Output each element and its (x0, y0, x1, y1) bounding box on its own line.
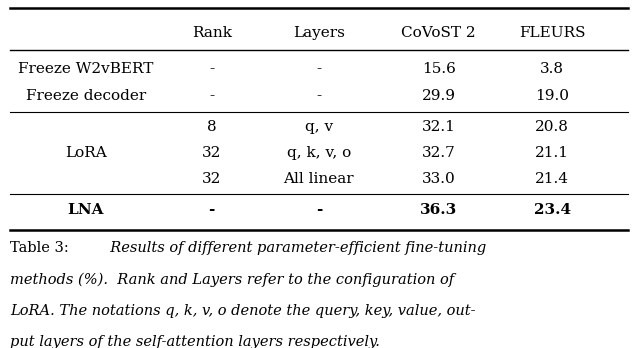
Text: FLEURS: FLEURS (519, 25, 585, 40)
Text: -: - (316, 62, 321, 76)
Text: -: - (209, 62, 214, 76)
Text: Layers: Layers (293, 25, 345, 40)
Text: Rank: Rank (191, 25, 232, 40)
Text: 21.1: 21.1 (535, 146, 569, 160)
Text: 29.9: 29.9 (422, 89, 456, 103)
Text: -: - (316, 203, 322, 217)
Text: 32.7: 32.7 (422, 146, 455, 160)
Text: 32: 32 (202, 146, 221, 160)
Text: 36.3: 36.3 (420, 203, 457, 217)
Text: All linear: All linear (283, 172, 354, 186)
Text: put layers of the self-attention layers respectively.: put layers of the self-attention layers … (10, 335, 380, 348)
Text: 32: 32 (202, 172, 221, 186)
Text: CoVoST 2: CoVoST 2 (401, 25, 476, 40)
Text: -: - (209, 203, 215, 217)
Text: 33.0: 33.0 (422, 172, 455, 186)
Text: 3.8: 3.8 (540, 62, 564, 76)
Text: LoRA. The notations q, k, v, o denote the query, key, value, out-: LoRA. The notations q, k, v, o denote th… (10, 303, 476, 318)
Text: LNA: LNA (67, 203, 104, 217)
Text: Freeze W2vBERT: Freeze W2vBERT (18, 62, 153, 76)
Text: 20.8: 20.8 (535, 120, 569, 134)
Text: methods (%).  Rank and Layers refer to the configuration of: methods (%). Rank and Layers refer to th… (10, 272, 454, 287)
Text: Table 3:: Table 3: (10, 241, 69, 255)
Text: 23.4: 23.4 (534, 203, 571, 217)
Text: 8: 8 (207, 120, 217, 134)
Text: q, k, v, o: q, k, v, o (287, 146, 351, 160)
Text: 21.4: 21.4 (535, 172, 569, 186)
Text: -: - (209, 89, 214, 103)
Text: 19.0: 19.0 (535, 89, 569, 103)
Text: LoRA: LoRA (65, 146, 107, 160)
Text: Results of different parameter-efficient fine-tuning: Results of different parameter-efficient… (101, 241, 487, 255)
Text: -: - (316, 89, 321, 103)
Text: 15.6: 15.6 (422, 62, 456, 76)
Text: Freeze decoder: Freeze decoder (25, 89, 146, 103)
Text: 32.1: 32.1 (422, 120, 456, 134)
Text: q, v: q, v (305, 120, 333, 134)
